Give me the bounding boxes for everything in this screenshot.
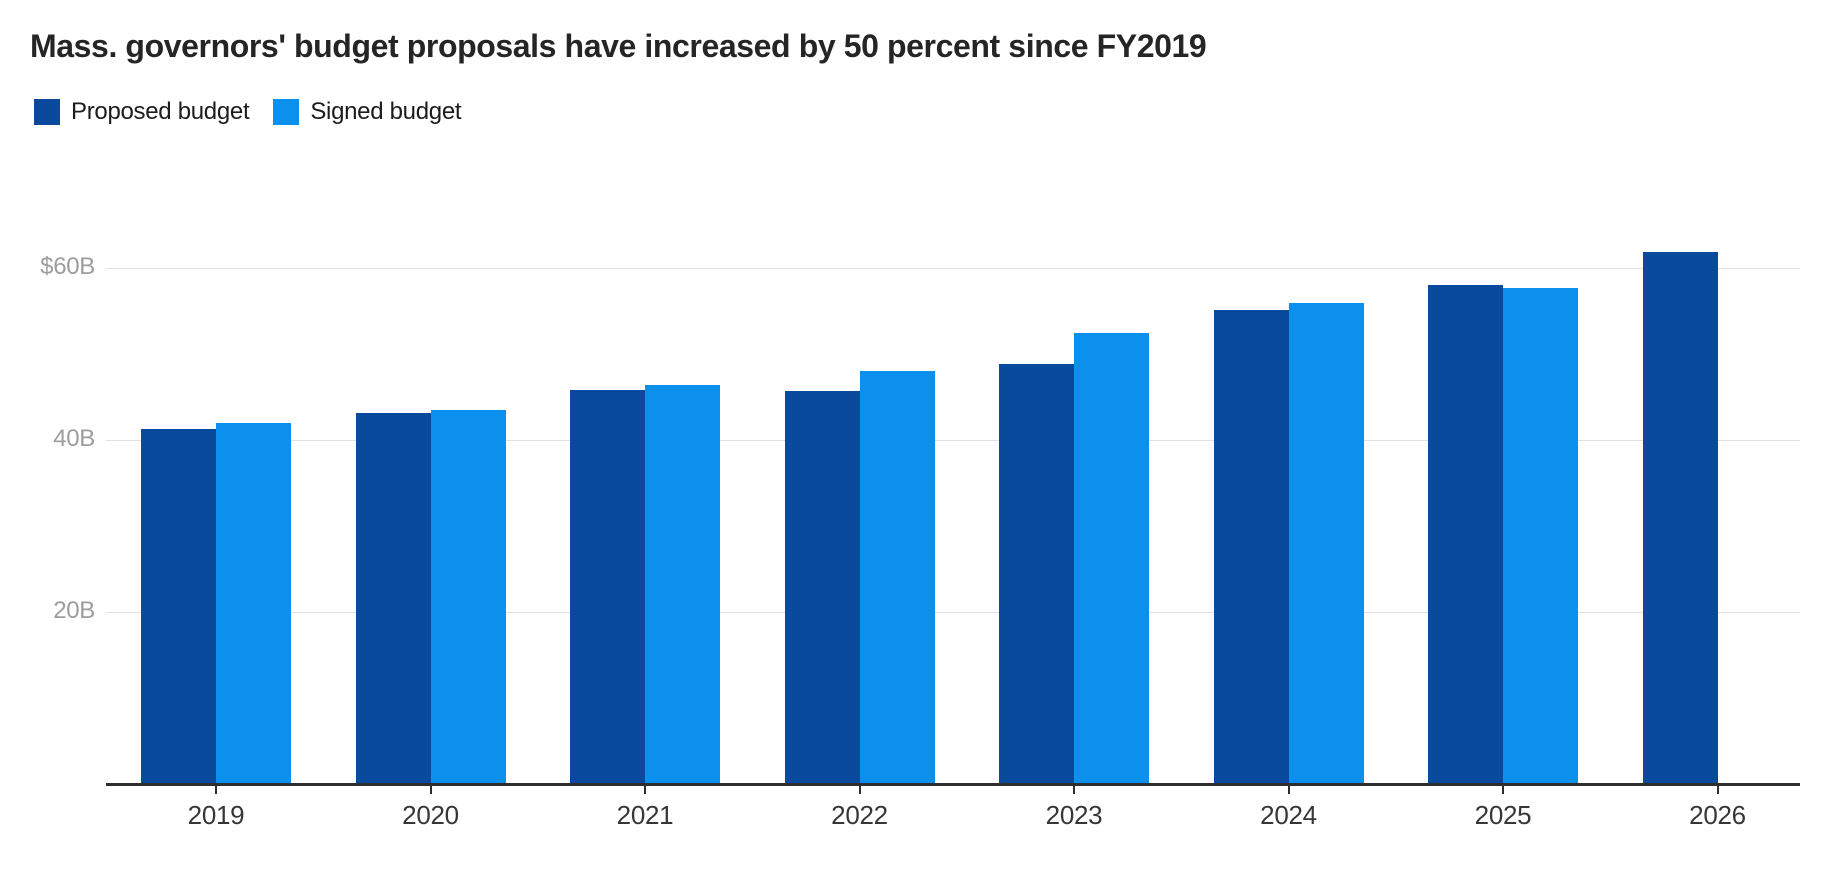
x-axis-label-2025: 2025 — [1474, 800, 1532, 830]
legend-item-signed-budget: Signed budget — [273, 98, 462, 126]
gridline-40 — [106, 440, 1800, 441]
x-axis-line — [106, 783, 1800, 786]
bar-proposed-2026[interactable] — [1642, 252, 1718, 784]
bar-signed-2021[interactable] — [645, 385, 720, 784]
x-axis-label-2021: 2021 — [616, 800, 674, 830]
chart-legend: Proposed budget Signed budget — [34, 98, 462, 126]
x-axis-tick-2019 — [215, 785, 217, 794]
y-axis-label-60: $60B — [40, 253, 95, 280]
bar-proposed-2021[interactable] — [570, 390, 645, 784]
gridline-60 — [106, 268, 1800, 269]
y-axis-label-20: 20B — [53, 597, 95, 624]
x-axis-label-2024: 2024 — [1260, 800, 1317, 830]
x-axis-label-2023: 2023 — [1045, 800, 1103, 830]
bar-signed-2024[interactable] — [1288, 303, 1364, 784]
gridline-20 — [106, 612, 1800, 613]
legend-item-proposed-budget: Proposed budget — [34, 98, 250, 126]
x-axis-label-2020: 2020 — [402, 800, 459, 830]
x-axis-label-2022: 2022 — [831, 800, 888, 830]
x-axis-label-2026: 2026 — [1689, 800, 1746, 830]
x-axis-tick-2023 — [1073, 785, 1075, 794]
signed-budget-swatch-icon — [273, 99, 300, 125]
x-axis-tick-2021 — [644, 785, 646, 794]
bar-proposed-2020[interactable] — [355, 413, 431, 784]
x-axis-tick-2025 — [1502, 785, 1504, 794]
bar-proposed-2022[interactable] — [784, 391, 860, 784]
bar-signed-2020[interactable] — [430, 410, 506, 784]
x-axis-label-2019: 2019 — [187, 800, 245, 830]
bar-proposed-2025[interactable] — [1428, 285, 1503, 784]
x-axis-tick-2020 — [429, 785, 432, 794]
bar-signed-2019[interactable] — [216, 423, 291, 784]
bar-signed-2023[interactable] — [1074, 333, 1149, 784]
bar-proposed-2019[interactable] — [141, 429, 216, 784]
bar-proposed-2023[interactable] — [999, 364, 1074, 784]
bar-signed-2025[interactable] — [1503, 288, 1578, 784]
legend-label-proposed-budget: Proposed budget — [71, 98, 250, 125]
x-axis-tick-2022 — [858, 785, 861, 794]
bar-proposed-2024[interactable] — [1213, 310, 1289, 784]
chart-title: Mass. governors' budget proposals have i… — [30, 28, 1207, 64]
x-axis-tick-2026 — [1716, 785, 1719, 794]
x-axis-tick-2024 — [1287, 785, 1290, 794]
bar-signed-2022[interactable] — [859, 371, 935, 784]
y-axis-label-40: 40B — [53, 425, 95, 452]
legend-label-signed-budget: Signed budget — [310, 98, 462, 125]
proposed-budget-swatch-icon — [34, 99, 60, 125]
plot-area: 20B 40B $60B 2019 2020 2021 2022 2023 2024 2025 20… — [40, 180, 1800, 830]
